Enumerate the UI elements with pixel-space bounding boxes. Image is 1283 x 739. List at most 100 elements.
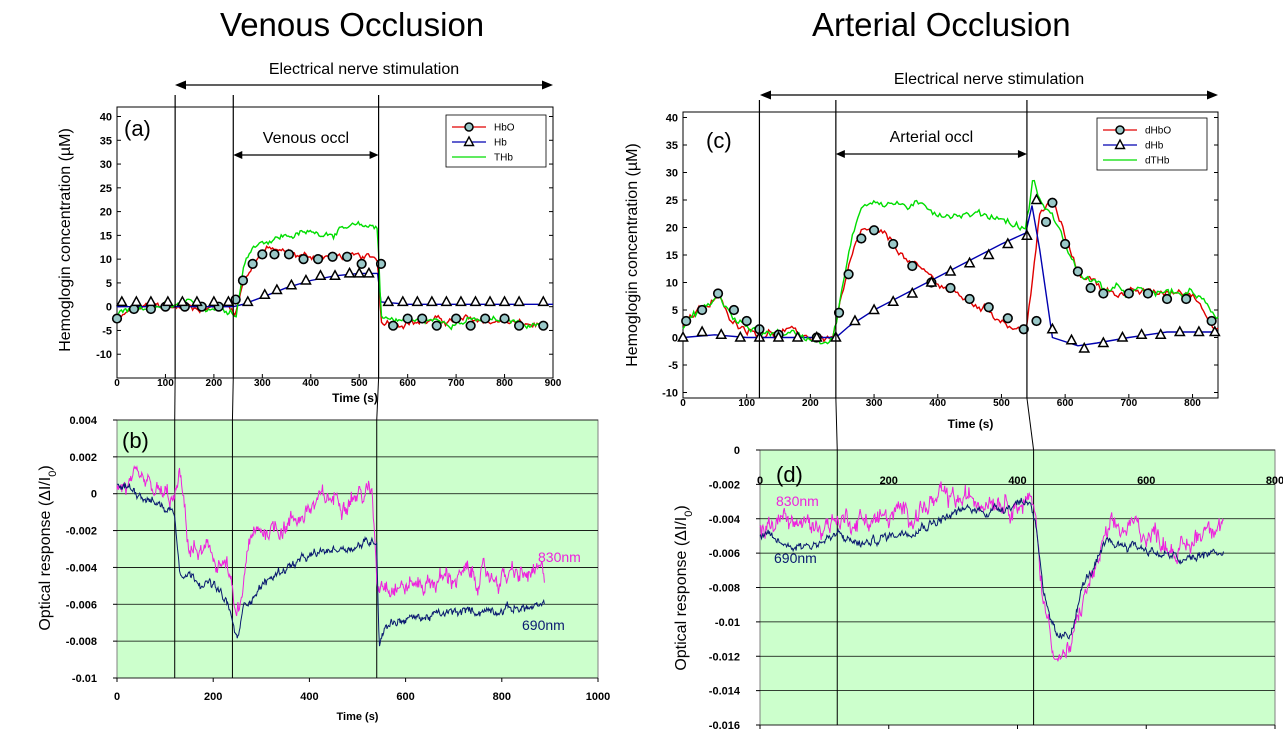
x-tick-label: 400 — [1008, 475, 1026, 487]
legend-label: HbO — [494, 123, 515, 134]
marker-dHbO — [1144, 289, 1153, 298]
y-tick-label: -0.014 — [709, 686, 741, 698]
x-tick-label: 100 — [157, 378, 174, 389]
marker-dHbO — [1099, 289, 1108, 298]
legend-label: dHbO — [1145, 126, 1171, 137]
y-tick-label: 0 — [106, 302, 112, 314]
marker-dHbO — [870, 226, 879, 235]
x-tick-label: 0 — [114, 691, 120, 703]
occlusion-label: Venous occl — [263, 130, 349, 147]
marker-dHbO — [730, 306, 739, 315]
y-tick-label: 0.002 — [69, 452, 97, 464]
series-label-830: 830nm — [776, 493, 819, 509]
marker-HbO — [270, 250, 279, 259]
right-panel-title: Arterial Occlusion — [812, 6, 1071, 44]
x-tick-label: 200 — [204, 691, 222, 703]
y-tick-label: 0 — [672, 333, 678, 345]
y-tick-label: 0 — [734, 445, 740, 457]
marker-HbO — [343, 252, 352, 261]
marker-dHbO — [857, 234, 866, 243]
x-tick-label: 900 — [545, 378, 562, 389]
marker-dHbO — [844, 270, 853, 279]
marker-dHbO — [908, 262, 917, 271]
x-tick-label: 0 — [114, 378, 120, 389]
marker-HbO — [481, 314, 490, 323]
y-tick-label: 10 — [100, 254, 112, 266]
marker-HbO — [539, 321, 548, 330]
x-tick-label: 800 — [1184, 398, 1201, 409]
marker-dHbO — [1074, 267, 1083, 276]
marker-dHbO — [984, 303, 993, 312]
y-tick-label: 40 — [100, 112, 112, 124]
marker-HbO — [418, 314, 427, 323]
x-tick-label: 800 — [1266, 475, 1283, 487]
stim-arrow-right-label: Electrical nerve stimulation — [894, 71, 1084, 88]
x-tick-label: 0 — [757, 475, 763, 487]
y-axis-label: Hemoglogin concentration (µM) — [624, 143, 641, 367]
x-tick-label: 300 — [254, 378, 271, 389]
y-tick-label: -5 — [102, 325, 112, 337]
y-tick-label: 15 — [100, 230, 112, 242]
legend-marker — [1116, 126, 1124, 134]
occlusion-label: Arterial occl — [890, 129, 974, 146]
marker-dHbO — [698, 306, 707, 315]
marker-HbO — [452, 314, 461, 323]
y-tick-label: 30 — [100, 159, 112, 171]
legend-label: dHb — [1145, 141, 1164, 152]
x-tick-label: 600 — [399, 378, 416, 389]
legend-label: dTHb — [1145, 156, 1170, 167]
marker-HbO — [432, 321, 441, 330]
y-tick-label: 40 — [666, 113, 678, 125]
x-tick-label: 200 — [802, 398, 819, 409]
x-tick-label: 0 — [680, 398, 686, 409]
x-axis-label: Time (s) — [337, 711, 379, 723]
x-tick-label: 700 — [448, 378, 465, 389]
y-tick-label: -0.006 — [66, 599, 97, 611]
marker-dHbO — [1061, 240, 1070, 249]
x-tick-label: 700 — [1120, 398, 1137, 409]
y-tick-label: 0.004 — [69, 415, 97, 427]
marker-HbO — [389, 321, 398, 330]
marker-HbO — [466, 321, 475, 330]
x-tick-label: 600 — [1057, 398, 1074, 409]
y-tick-label: 10 — [666, 278, 678, 290]
series-label-830: 830nm — [538, 549, 581, 565]
x-axis-label: Time (s) — [948, 417, 994, 431]
y-tick-label: 20 — [100, 207, 112, 219]
y-tick-label: -5 — [668, 360, 678, 372]
x-tick-label: 800 — [493, 691, 511, 703]
panel-label: (b) — [122, 428, 149, 453]
panel-d: 0-0.002-0.004-0.006-0.008-0.01-0.012-0.0… — [673, 445, 1283, 732]
x-tick-label: 500 — [993, 398, 1010, 409]
x-tick-label: 400 — [929, 398, 946, 409]
y-tick-label: 5 — [672, 305, 678, 317]
y-tick-label: -0.01 — [715, 617, 740, 629]
y-tick-label: -0.004 — [709, 514, 741, 526]
x-tick-label: 600 — [396, 691, 414, 703]
marker-dHbO — [714, 289, 723, 298]
x-tick-label: 200 — [880, 475, 898, 487]
y-tick-label: -0.006 — [709, 548, 740, 560]
x-tick-label: 600 — [1137, 475, 1155, 487]
y-tick-label: 20 — [666, 223, 678, 235]
marker-dHbO — [965, 295, 974, 304]
x-tick-label: 100 — [738, 398, 755, 409]
panel-b: -0.01-0.008-0.006-0.004-0.00200.0020.004… — [37, 415, 610, 723]
legend-marker — [465, 123, 473, 131]
marker-HbO — [357, 260, 366, 269]
legend-label: Hb — [494, 138, 507, 149]
y-tick-label: 25 — [100, 183, 112, 195]
y-tick-label: 0 — [91, 489, 97, 501]
y-tick-label: -0.004 — [66, 562, 98, 574]
y-axis-label: Optical response (ΔI/I0) — [37, 465, 59, 630]
marker-HbO — [328, 252, 337, 261]
marker-HbO — [248, 260, 257, 269]
y-tick-label: 25 — [666, 195, 678, 207]
stim-arrow-left-label: Electrical nerve stimulation — [269, 61, 459, 78]
x-tick-label: 500 — [351, 378, 368, 389]
y-tick-label: -0.008 — [66, 636, 97, 648]
stim-arrow-right-head — [760, 91, 771, 100]
